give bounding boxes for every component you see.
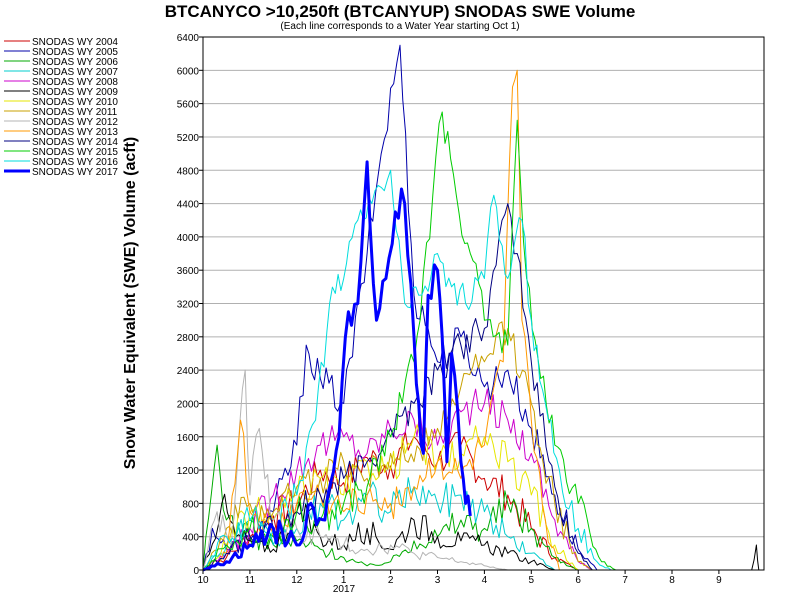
plot-frame (202, 36, 765, 571)
series-line (202, 424, 579, 571)
x-tick-label: 11 (245, 575, 256, 586)
x-tick-label: 2 (388, 575, 394, 586)
series-line (202, 203, 593, 571)
grid-lines (203, 69, 764, 538)
x-axis-year-label: 2017 (333, 584, 356, 595)
series-line (202, 431, 579, 571)
y-tick-label: 5200 (177, 133, 200, 144)
y-tick-label: 0 (193, 566, 199, 577)
legend-entry: SNODAS WY 2012 (32, 117, 118, 128)
legend-entry: SNODAS WY 2008 (32, 77, 118, 88)
y-tick-label: 5600 (177, 100, 200, 111)
series-line (202, 69, 560, 571)
y-tick-label: 6000 (177, 66, 200, 77)
x-tick-label: 3 (435, 575, 441, 586)
series-lines (202, 44, 760, 572)
legend-entry: SNODAS WY 2007 (32, 67, 118, 78)
legend-entry: SNODAS WY 2004 (32, 37, 118, 48)
legend-entry: SNODAS WY 2010 (32, 97, 118, 108)
legend-entry: SNODAS WY 2005 (32, 47, 118, 58)
x-tick-label: 7 (622, 575, 628, 586)
y-tick-label: 3200 (177, 300, 200, 311)
x-tick-label: 4 (482, 575, 488, 586)
y-tick-label: 4800 (177, 166, 200, 177)
legend-entry: SNODAS WY 2017 (32, 167, 118, 178)
legend-entry: SNODAS WY 2015 (32, 147, 118, 158)
y-tick-label: 400 (182, 533, 199, 544)
x-tick-label: 6 (575, 575, 581, 586)
y-tick-label: 2400 (177, 366, 200, 377)
x-tick-label: 12 (291, 575, 303, 586)
y-tick-label: 4000 (177, 233, 200, 244)
legend-entry: SNODAS WY 2013 (32, 127, 118, 138)
y-axis-ticks: 0 400 800 1200 1600 2000 2400 2800 3200 3600 4000 4… (177, 33, 203, 577)
x-tick-label: 8 (669, 575, 675, 586)
y-tick-label: 1200 (177, 466, 200, 477)
y-tick-label: 2800 (177, 333, 200, 344)
x-axis-ticks: 10 11 12 1 2 3 4 5 6 7 8 9 (197, 570, 722, 586)
y-tick-label: 2000 (177, 399, 200, 410)
legend-entry: SNODAS WY 2014 (32, 137, 118, 148)
legend-entry: SNODAS WY 2011 (32, 107, 118, 118)
chart-subtitle: (Each line corresponds to a Water Year s… (280, 21, 519, 32)
y-axis-label: Snow Water Equivalent (SWE) Volume (acft… (122, 137, 139, 469)
series-line (202, 369, 508, 571)
y-tick-label: 800 (182, 499, 199, 510)
series-line (202, 169, 612, 571)
chart-title: BTCANYCO >10,250ft (BTCANYUP) SNODAS SWE… (165, 2, 636, 21)
legend-entry: SNODAS WY 2009 (32, 87, 118, 98)
series-line (202, 160, 472, 572)
x-tick-label: 10 (197, 575, 209, 586)
y-tick-label: 1600 (177, 433, 200, 444)
y-tick-label: 6400 (177, 33, 200, 44)
legend-entry: SNODAS WY 2006 (32, 57, 118, 68)
x-tick-label: 9 (716, 575, 722, 586)
x-tick-label: 5 (529, 575, 535, 586)
y-tick-label: 3600 (177, 266, 200, 277)
y-tick-label: 4400 (177, 200, 200, 211)
series-line (202, 477, 556, 571)
series-line (202, 388, 593, 571)
x-tick-label: 1 (341, 575, 347, 586)
legend-entry: SNODAS WY 2016 (32, 157, 118, 168)
series-line (202, 321, 593, 571)
